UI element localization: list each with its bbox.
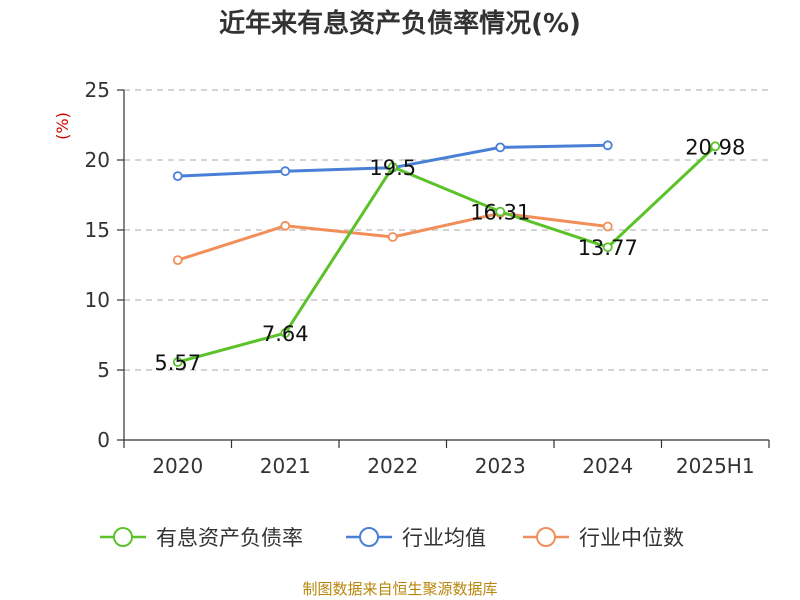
data-label-2025H1: 20.98 [685, 135, 745, 159]
legend-marker-0 [113, 527, 133, 547]
data-label-2023: 16.31 [470, 201, 530, 225]
y-tick-label-0: 0 [97, 428, 110, 452]
series-1-point-2020 [172, 171, 183, 182]
y-tick-label-1: 5 [97, 358, 110, 382]
series-1-point-2024 [602, 140, 613, 151]
data-label-2021: 7.64 [262, 322, 309, 346]
legend-marker-1 [359, 527, 379, 547]
y-tick-label-4: 20 [85, 148, 110, 172]
series-0-point-2022 [387, 162, 398, 172]
series-0-point-2021 [280, 328, 291, 338]
series-2-point-2020 [172, 255, 183, 266]
y-tick-label-3: 15 [85, 218, 110, 242]
y-tick-label-2: 10 [85, 288, 110, 312]
series-1-point-2023 [495, 142, 506, 153]
grid-lines [124, 89, 769, 371]
x-tick-label-2025H1: 2025H1 [676, 454, 755, 478]
series-0-point-2024 [602, 242, 613, 253]
legend-label-2: 行业中位数 [579, 526, 684, 550]
axes: 0 5 10 15 20 25 2020 2021 2022 2023 2024 2025H1 [85, 78, 770, 478]
chart-title: 近年来有息资产负债率情况(%) [219, 8, 581, 39]
data-label-2024: 13.77 [578, 236, 638, 260]
x-tick-label-2024: 2024 [582, 454, 633, 478]
series-2-point-2024 [602, 221, 613, 232]
series-group [172, 140, 721, 367]
data-labels: 5.57 7.64 19.5 16.31 13.77 20.98 [154, 135, 745, 375]
series-0 [172, 141, 721, 367]
legend-item-1: 行业均值 [346, 526, 486, 550]
series-0-point-2023 [495, 206, 506, 217]
y-tick-label-5: 25 [85, 78, 110, 102]
x-tick-label-2021: 2021 [260, 454, 311, 478]
series-line-0 [177, 145, 717, 364]
series-0-point-2020 [172, 357, 183, 367]
series-2 [172, 208, 613, 266]
legend-label-0: 有息资产负债率 [156, 526, 303, 550]
legend: 有息资产负债率 行业均值 行业中位数 [100, 526, 684, 550]
x-tick-label-2020: 2020 [152, 454, 203, 478]
series-2-point-2021 [280, 220, 291, 231]
data-source-note: 制图数据来自恒生聚源数据库 [302, 580, 497, 598]
y-axis-unit: (%) [53, 112, 72, 140]
x-tick-label-2023: 2023 [475, 454, 526, 478]
data-label-2022: 19.5 [369, 156, 416, 180]
legend-item-0: 有息资产负债率 [100, 526, 303, 550]
series-2-point-2022 [387, 232, 398, 242]
legend-label-1: 行业均值 [402, 526, 486, 550]
x-tick-label-2022: 2022 [367, 454, 418, 478]
legend-marker-2 [536, 527, 556, 547]
series-0-point-2025H1 [710, 141, 721, 152]
series-1-point-2021 [280, 166, 291, 177]
data-label-2020: 5.57 [154, 351, 201, 375]
legend-item-2: 行业中位数 [523, 526, 684, 550]
